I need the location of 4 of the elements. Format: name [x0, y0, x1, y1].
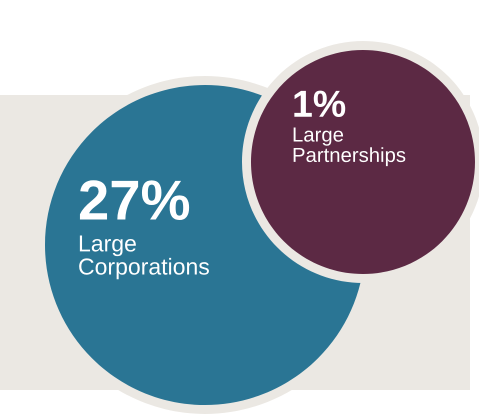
- category-label: Large Partnerships: [294, 128, 406, 166]
- data-label: 1%: [294, 90, 346, 117]
- category-label: Large Corporations: [79, 236, 209, 280]
- data-label: 27%: [80, 180, 190, 220]
